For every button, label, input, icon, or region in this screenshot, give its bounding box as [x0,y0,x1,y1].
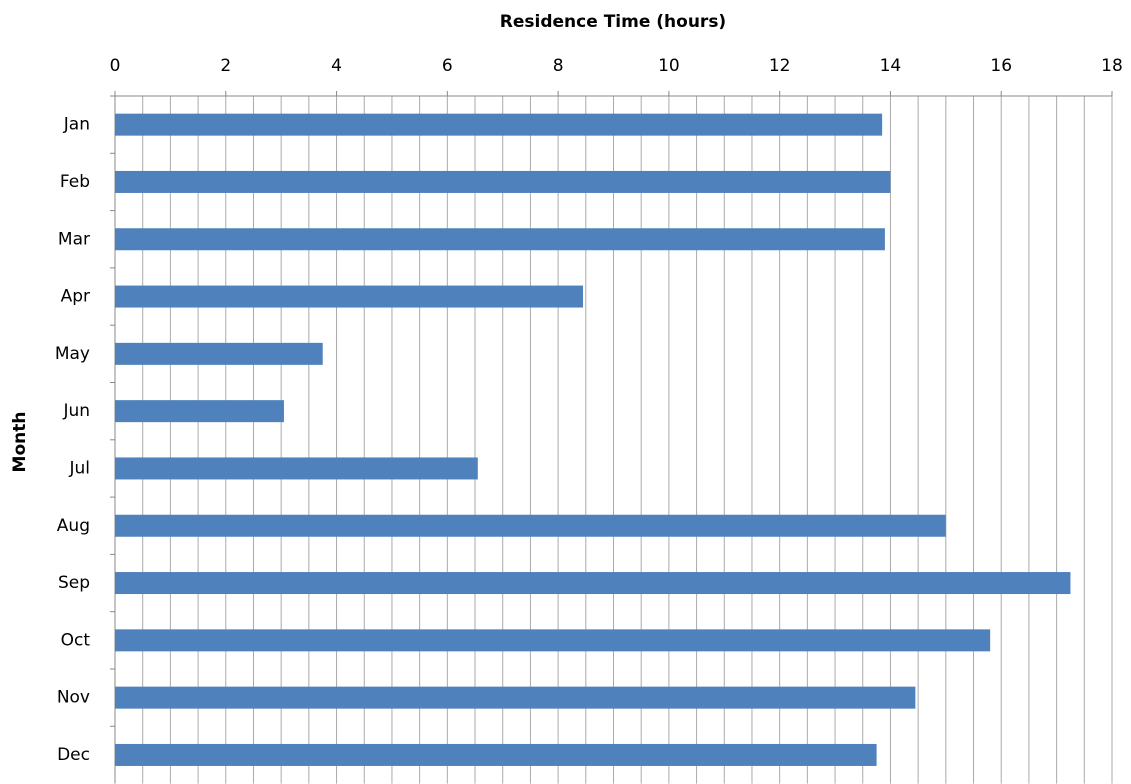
y-tick-label: Apr [61,287,90,307]
y-tick-label: May [55,344,90,364]
bar [115,686,916,709]
x-axis-title: Residence Time (hours) [500,12,726,32]
x-tick-label: 0 [110,56,121,76]
bar [115,400,284,423]
y-axis-title: Month [10,412,30,473]
y-tick-label: Oct [61,630,91,650]
x-tick-label: 18 [1101,56,1123,76]
x-tick-label: 2 [220,56,231,76]
bar [115,342,323,365]
bar [115,572,1071,595]
bar [115,228,885,251]
bar [115,743,877,766]
y-tick-label: Jan [63,115,90,135]
y-tick-label: Jun [62,401,90,421]
bar [115,457,478,480]
bar [115,170,891,193]
x-tick-label: 10 [658,56,680,76]
x-tick-label: 8 [553,56,564,76]
y-tick-label: Nov [57,688,90,708]
bar [115,514,946,537]
x-tick-label: 6 [442,56,453,76]
bar [115,113,883,136]
y-tick-label: Aug [57,516,90,536]
y-tick-label: Dec [57,745,90,765]
y-tick-label: Mar [58,229,90,249]
x-tick-label: 4 [331,56,342,76]
x-tick-label: 12 [769,56,791,76]
bar [115,629,991,652]
x-tick-label: 14 [880,56,902,76]
bar [115,285,584,308]
x-tick-label: 16 [990,56,1012,76]
y-tick-label: Sep [58,573,90,593]
y-tick-label: Feb [60,172,90,192]
y-tick-label: Jul [68,458,90,478]
